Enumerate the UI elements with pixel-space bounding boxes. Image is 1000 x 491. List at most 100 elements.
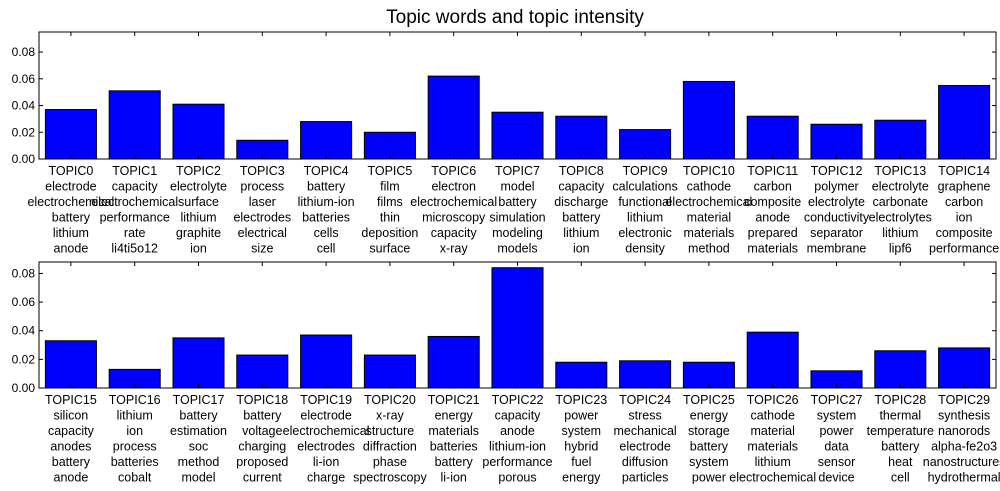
- topic-word-label: discharge: [554, 195, 608, 209]
- topic-word-label: materials: [747, 242, 798, 256]
- topic-word-label: performance: [100, 211, 170, 225]
- topic-word-label: current: [243, 471, 282, 485]
- topic-word-label: anode: [54, 242, 89, 256]
- topic-word-label: rate: [124, 226, 146, 240]
- topic-word-label: capacity: [558, 180, 605, 194]
- bar-topic14: [938, 84, 991, 160]
- topic-word-label: materials: [428, 424, 479, 438]
- topic-word-label: storage: [688, 424, 730, 438]
- bar-topic17: [172, 337, 225, 389]
- topic-word-label: batteries: [111, 455, 159, 469]
- topic-word-label: capacity: [112, 180, 159, 194]
- bar-topic22: [491, 267, 544, 389]
- topic-word-label: method: [688, 242, 730, 256]
- topic-word-label: electrochemical: [27, 195, 114, 209]
- category-label: TOPIC15: [45, 393, 97, 407]
- y-tick-label: 0.04: [12, 99, 36, 113]
- topic-word-label: surface: [178, 195, 219, 209]
- topic-word-label: power: [692, 471, 726, 485]
- topic-word-label: simulation: [489, 211, 545, 225]
- topic-word-label: electrodes: [297, 440, 355, 454]
- topic-word-label: temperature: [867, 424, 934, 438]
- topic-word-label: anodes: [50, 440, 91, 454]
- topic-word-label: battery: [52, 455, 91, 469]
- topic-word-label: voltage: [242, 424, 282, 438]
- bar-topic9: [619, 129, 672, 160]
- topic-word-label: cobalt: [118, 471, 152, 485]
- topic-word-label: electrode: [300, 409, 351, 423]
- topic-word-label: electronic: [618, 226, 672, 240]
- topic-word-label: electrolyte: [808, 195, 865, 209]
- topic-word-label: silicon: [54, 409, 89, 423]
- topic-word-label: nanorods: [938, 424, 990, 438]
- topic-word-label: microscopy: [422, 211, 486, 225]
- topic-word-label: electrolyte: [872, 180, 929, 194]
- topic-word-label: ion: [126, 424, 143, 438]
- category-label: TOPIC6: [431, 164, 476, 178]
- bar-topic19: [300, 334, 353, 389]
- topic-word-label: electrochemical: [665, 195, 752, 209]
- topic-word-label: charge: [307, 471, 345, 485]
- topic-word-label: system: [562, 424, 602, 438]
- topic-word-label: performance: [929, 242, 999, 256]
- bar-topic8: [555, 115, 608, 160]
- topic-word-label: li-ion: [440, 471, 466, 485]
- topic-word-label: separator: [810, 226, 863, 240]
- topic-word-label: laser: [249, 195, 276, 209]
- y-tick-label: 0.02: [12, 352, 36, 366]
- topic-word-label: battery: [498, 195, 537, 209]
- category-label: TOPIC16: [109, 393, 161, 407]
- topic-word-label: ion: [190, 242, 207, 256]
- topic-word-label: electron: [431, 180, 476, 194]
- topic-word-label: membrane: [807, 242, 867, 256]
- topic-word-label: system: [817, 409, 857, 423]
- topic-word-label: electrolytes: [869, 211, 932, 225]
- topic-word-label: density: [625, 242, 665, 256]
- topic-word-label: electrode: [619, 440, 670, 454]
- topic-word-label: stress: [628, 409, 661, 423]
- topic-word-label: material: [687, 211, 731, 225]
- bottom-panel: 0.000.020.040.060.08TOPIC15siliconcapaci…: [12, 261, 1000, 485]
- category-label: TOPIC0: [48, 164, 93, 178]
- topic-word-label: li-ion: [313, 455, 339, 469]
- topic-word-label: spectroscopy: [353, 471, 427, 485]
- topic-word-label: lithium: [882, 226, 918, 240]
- topic-word-label: materials: [747, 440, 798, 454]
- topic-word-label: capacity: [431, 226, 478, 240]
- topic-word-label: graphene: [938, 180, 991, 194]
- topic-word-label: anode: [755, 211, 790, 225]
- topic-word-label: porous: [498, 471, 536, 485]
- bar-topic12: [810, 123, 863, 160]
- topic-word-label: anode: [500, 424, 535, 438]
- topic-word-label: battery: [179, 409, 218, 423]
- topic-word-label: process: [240, 180, 284, 194]
- y-tick-label: 0.08: [12, 266, 36, 280]
- category-label: TOPIC20: [364, 393, 416, 407]
- topic-word-label: anode: [54, 471, 89, 485]
- topic-word-label: estimation: [170, 424, 227, 438]
- topic-word-label: diffraction: [363, 440, 417, 454]
- topic-word-label: film: [380, 180, 399, 194]
- topic-word-label: size: [251, 242, 273, 256]
- topic-word-label: diffusion: [622, 455, 668, 469]
- y-tick-label: 0.00: [12, 381, 36, 395]
- category-label: TOPIC17: [173, 393, 225, 407]
- y-tick-label: 0.02: [12, 125, 36, 139]
- topic-word-label: graphite: [176, 226, 221, 240]
- bar-topic5: [363, 131, 416, 160]
- topic-word-label: particles: [622, 471, 669, 485]
- topic-word-label: performance: [482, 455, 552, 469]
- topic-word-label: synthesis: [938, 409, 990, 423]
- topic-word-label: process: [113, 440, 157, 454]
- category-label: TOPIC8: [559, 164, 604, 178]
- topic-word-label: calculations: [612, 180, 677, 194]
- topic-word-label: carbon: [945, 195, 983, 209]
- topic-word-label: lithium: [117, 409, 153, 423]
- topic-word-label: lithium-ion: [298, 195, 355, 209]
- topic-word-label: lithium-ion: [489, 440, 546, 454]
- topic-word-label: model: [181, 471, 215, 485]
- topic-word-label: functional: [618, 195, 672, 209]
- topic-word-label: material: [750, 424, 794, 438]
- category-label: TOPIC13: [874, 164, 926, 178]
